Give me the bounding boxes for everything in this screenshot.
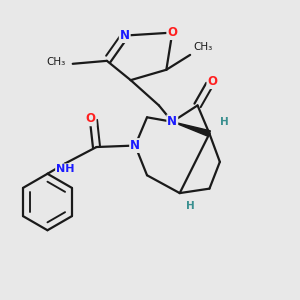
Text: NH: NH xyxy=(56,164,74,174)
Text: H: H xyxy=(186,202,194,212)
Text: H: H xyxy=(220,117,229,127)
Text: N: N xyxy=(167,115,177,128)
Text: O: O xyxy=(167,26,177,39)
Text: O: O xyxy=(85,112,96,125)
Polygon shape xyxy=(172,122,210,136)
Text: N: N xyxy=(130,139,140,152)
Text: O: O xyxy=(207,75,218,88)
Text: CH₃: CH₃ xyxy=(193,42,212,52)
Text: N: N xyxy=(120,29,130,42)
Text: CH₃: CH₃ xyxy=(46,57,65,67)
